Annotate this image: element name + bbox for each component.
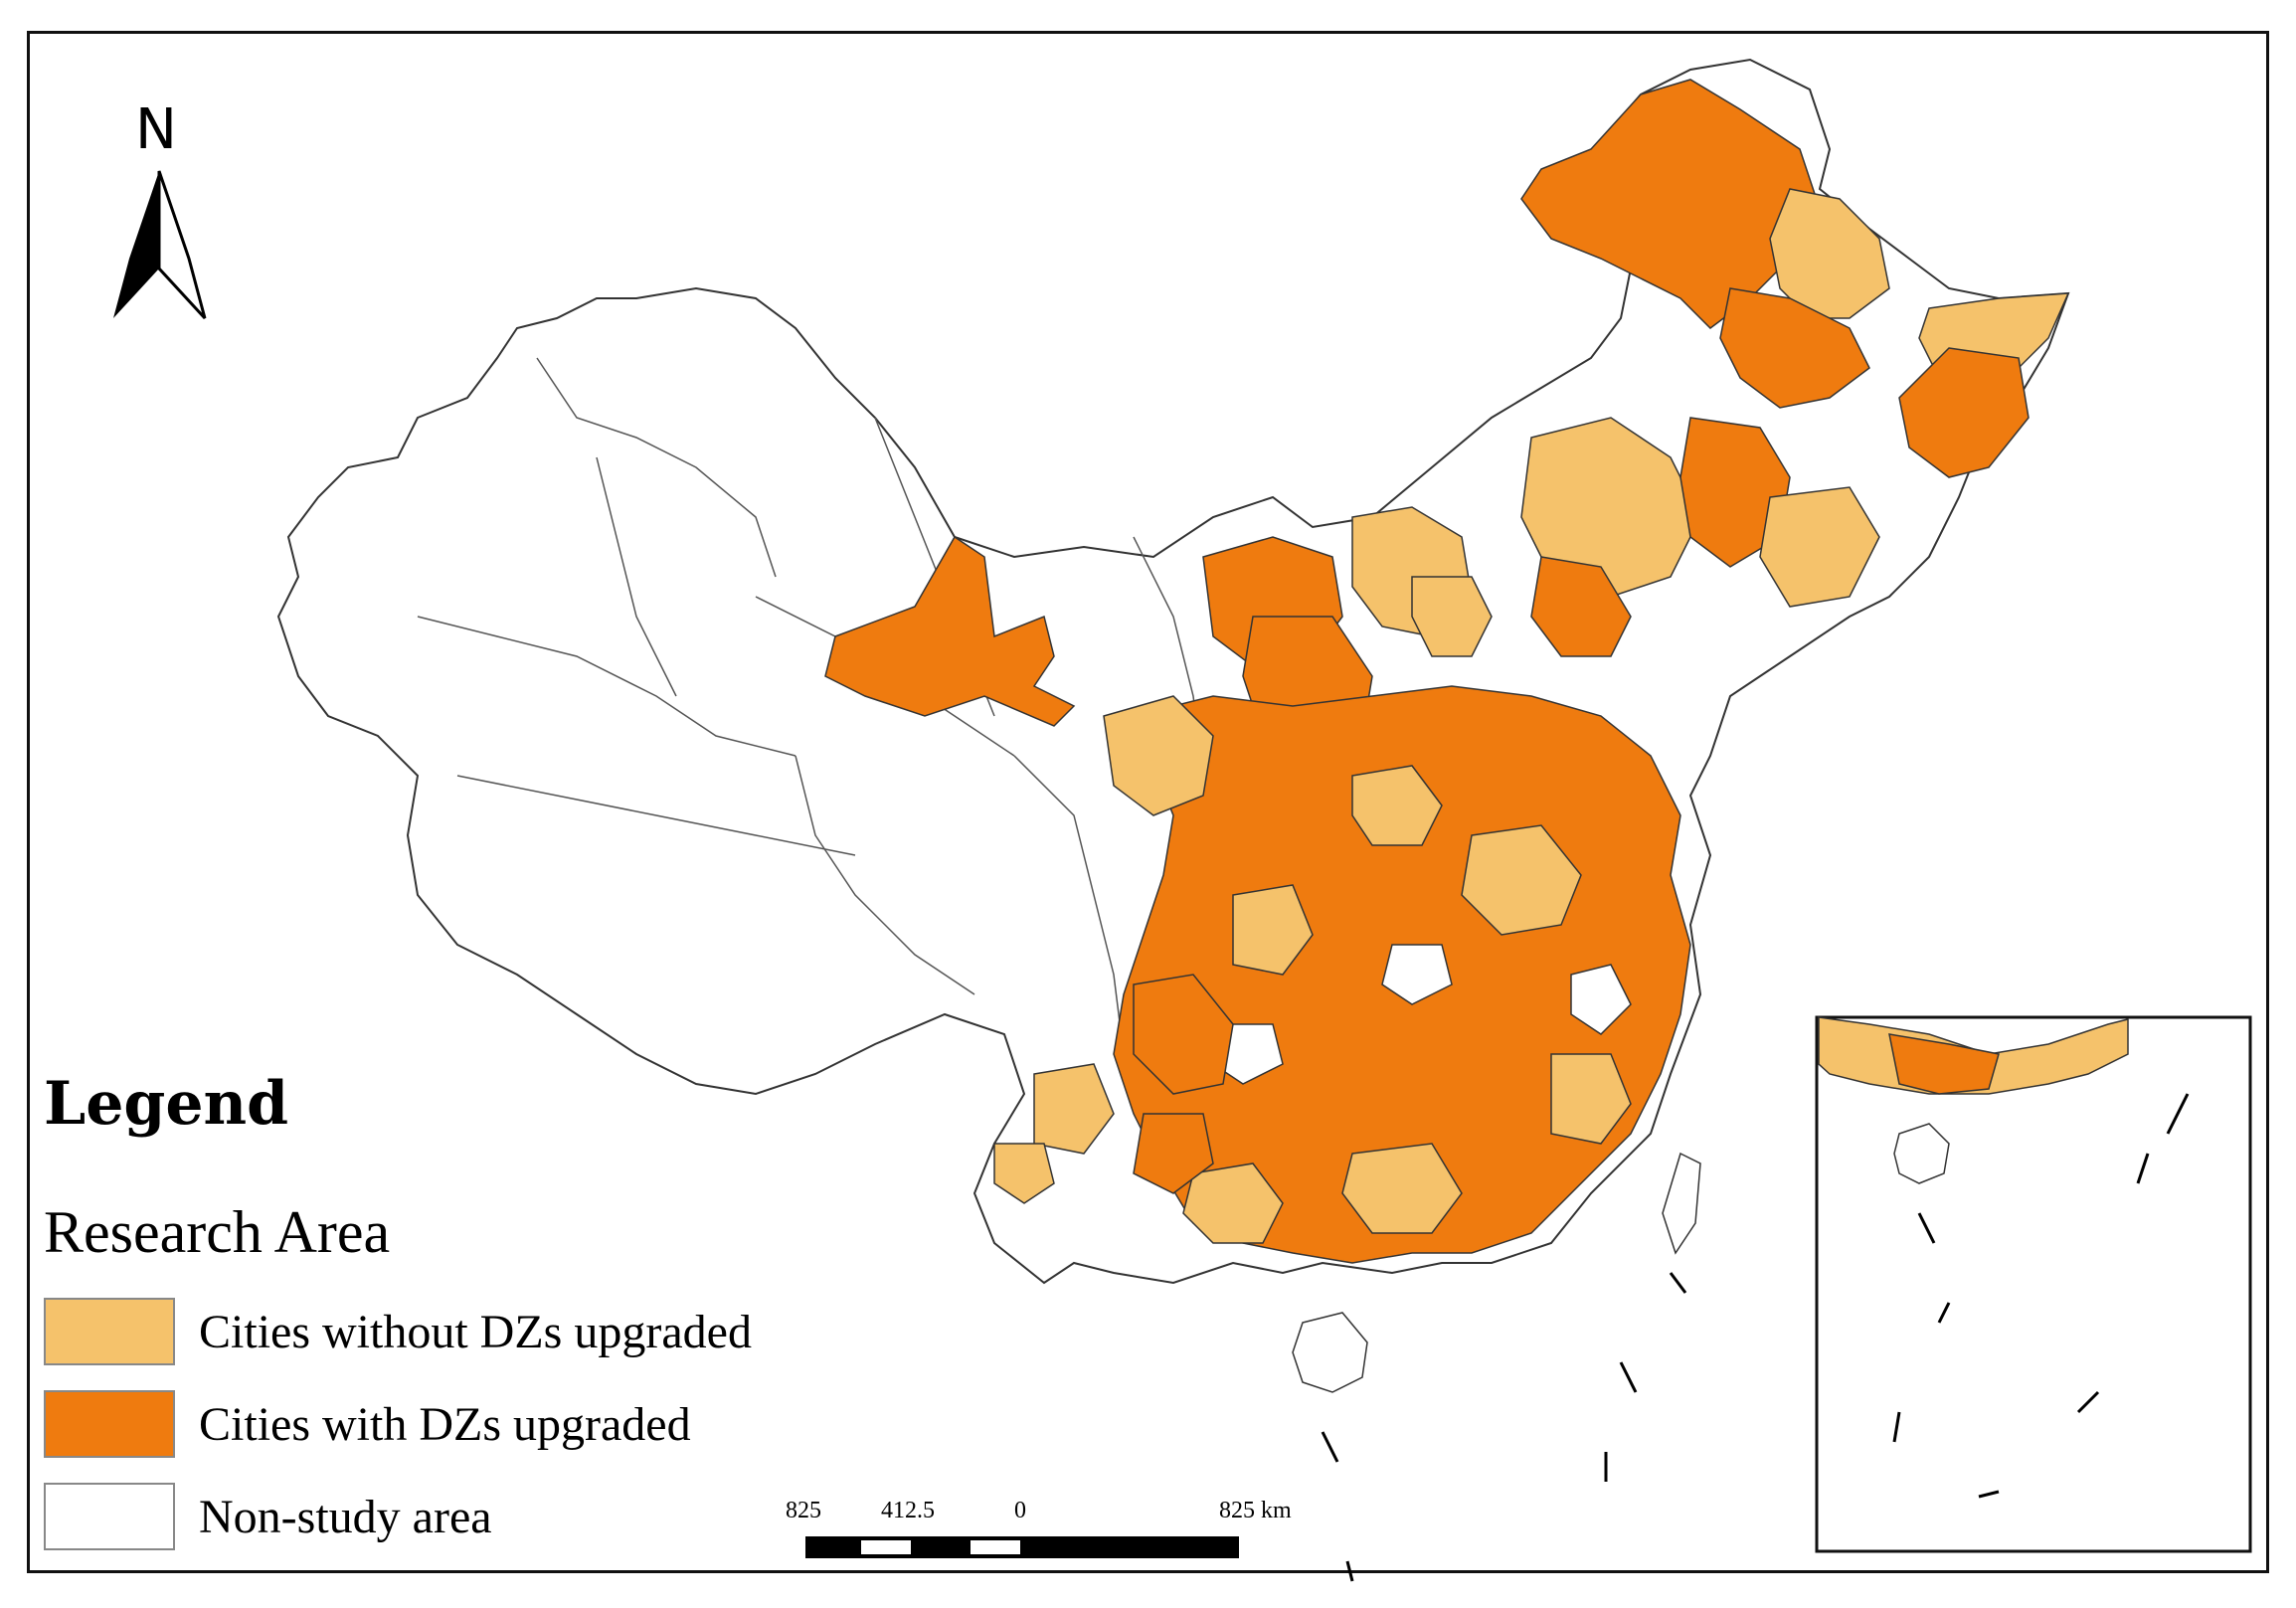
region-nonstudy-c10 — [1381, 944, 1453, 1005]
legend-item-without: Cities without DZs upgraded — [44, 1296, 752, 1367]
legend-label-without: Cities without DZs upgraded — [199, 1305, 752, 1358]
legend-title: Legend — [44, 1069, 289, 1139]
region-without-c7 — [1341, 1143, 1463, 1234]
north-arrow-icon — [113, 170, 207, 320]
hainan-island — [1292, 1312, 1368, 1393]
legend-subtitle: Research Area — [44, 1199, 391, 1265]
region-without-c8 — [1182, 1162, 1284, 1244]
region-without-c5 — [1232, 884, 1314, 976]
legend-label-nonstudy: Non-study area — [199, 1490, 492, 1543]
region-with-ne4 — [1898, 347, 2030, 478]
legend-label-with: Cities with DZs upgraded — [199, 1397, 691, 1451]
region-without-sw4 — [993, 1143, 1055, 1204]
legend-swatch-without — [44, 1298, 175, 1365]
region-with-sw1 — [1133, 974, 1234, 1095]
inset-coast-with — [1888, 1033, 2000, 1095]
inset-dashes — [1892, 1093, 2190, 1499]
region-with-sw3 — [1133, 1113, 1214, 1194]
region-with-ne6 — [1679, 417, 1791, 568]
inset-map-frame — [1815, 1015, 2252, 1553]
region-without-c2 — [1103, 695, 1214, 816]
region-without-sw2 — [1033, 1063, 1115, 1155]
region-without-n4 — [1411, 576, 1493, 657]
region-with-w1 — [824, 535, 1076, 727]
scale-label-412: 412.5 — [881, 1498, 935, 1523]
region-without-c6 — [1550, 1053, 1632, 1145]
legend-swatch-with — [44, 1390, 175, 1458]
region-without-ne5 — [1520, 417, 1701, 598]
scale-label-0: 0 — [1014, 1498, 1026, 1523]
region-with-ne2 — [1719, 287, 1870, 409]
scale-label-825-left: 825 — [786, 1498, 821, 1523]
region-nonstudy-c9 — [1570, 964, 1632, 1035]
scale-label-825-right: 825 km — [1219, 1498, 1292, 1523]
scale-bar — [805, 1536, 1239, 1558]
legend-item-nonstudy: Non-study area — [44, 1481, 492, 1552]
legend-swatch-nonstudy — [44, 1483, 175, 1550]
legend-item-with: Cities with DZs upgraded — [44, 1388, 691, 1460]
region-with-ne — [1520, 79, 1821, 329]
boundary-dashes — [1321, 1272, 1687, 1582]
inset-hainan — [1893, 1123, 1950, 1184]
north-label: N — [135, 97, 177, 162]
region-with-ne8 — [1530, 556, 1632, 657]
region-without-ne7 — [1759, 486, 1880, 608]
region-without-c3 — [1461, 824, 1582, 936]
taiwan-island — [1662, 1152, 1701, 1255]
region-without-ne1 — [1769, 188, 1890, 319]
region-without-c4 — [1351, 765, 1443, 846]
